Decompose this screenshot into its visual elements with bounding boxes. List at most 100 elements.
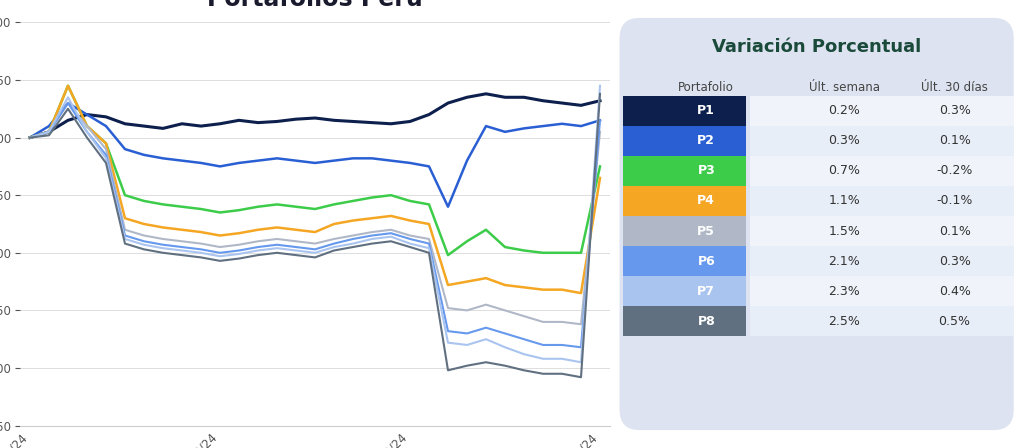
Text: P8: P8 — [697, 315, 715, 328]
P3 — [403, 198, 416, 204]
P8 — [43, 133, 55, 138]
P2 — [43, 123, 55, 129]
P1 — [252, 120, 264, 125]
P6 — [252, 244, 264, 250]
P6 — [24, 135, 36, 140]
P6 — [195, 247, 207, 252]
P2 — [442, 204, 455, 209]
P5 — [176, 239, 188, 244]
P7 — [403, 241, 416, 246]
Text: 1.1%: 1.1% — [828, 194, 860, 207]
P3 — [461, 239, 473, 244]
P5 — [100, 146, 113, 152]
P5 — [366, 229, 378, 235]
P7 — [81, 129, 93, 134]
P8 — [366, 241, 378, 246]
Line: P4: P4 — [30, 86, 600, 293]
P1 — [290, 116, 302, 122]
P4 — [366, 215, 378, 221]
P5 — [594, 129, 606, 134]
P1 — [347, 119, 359, 124]
P6 — [461, 331, 473, 336]
Text: Portafolio: Portafolio — [678, 82, 734, 95]
P6 — [271, 242, 284, 247]
P2 — [290, 158, 302, 164]
P6 — [157, 242, 169, 247]
P4 — [347, 218, 359, 223]
P7 — [442, 340, 455, 345]
P7 — [176, 248, 188, 253]
Text: 0.1%: 0.1% — [939, 224, 971, 237]
P7 — [61, 95, 74, 100]
FancyBboxPatch shape — [750, 186, 1014, 216]
P8 — [290, 252, 302, 258]
P4 — [43, 129, 55, 134]
P6 — [423, 241, 435, 246]
P4 — [309, 229, 322, 235]
P6 — [290, 244, 302, 250]
Text: -0.1%: -0.1% — [936, 194, 973, 207]
P1 — [176, 121, 188, 126]
P1 — [442, 100, 455, 106]
P8 — [499, 363, 511, 368]
Text: P5: P5 — [697, 224, 715, 237]
P1 — [271, 119, 284, 124]
P5 — [347, 233, 359, 238]
P4 — [442, 282, 455, 288]
P5 — [138, 233, 151, 238]
P5 — [119, 227, 131, 233]
P5 — [232, 242, 245, 247]
P1 — [81, 112, 93, 117]
P2 — [423, 164, 435, 169]
P7 — [518, 352, 530, 357]
P7 — [43, 129, 55, 134]
P2 — [594, 118, 606, 123]
P5 — [290, 239, 302, 244]
P5 — [518, 314, 530, 319]
P7 — [309, 250, 322, 255]
P3 — [328, 202, 340, 207]
P2 — [176, 158, 188, 164]
P3 — [232, 207, 245, 213]
Text: 1.5%: 1.5% — [828, 224, 860, 237]
P4 — [176, 227, 188, 233]
P5 — [385, 227, 397, 233]
P4 — [232, 231, 245, 236]
P8 — [309, 255, 322, 260]
P4 — [423, 221, 435, 227]
Line: P6: P6 — [30, 103, 600, 347]
P5 — [499, 308, 511, 313]
P6 — [403, 236, 416, 241]
P7 — [328, 244, 340, 250]
P2 — [537, 123, 549, 129]
P4 — [499, 282, 511, 288]
P8 — [480, 360, 493, 365]
Text: 0.3%: 0.3% — [939, 104, 971, 117]
P5 — [24, 135, 36, 140]
P1 — [499, 95, 511, 100]
P6 — [385, 231, 397, 236]
P4 — [328, 221, 340, 227]
P8 — [176, 252, 188, 258]
P7 — [499, 345, 511, 350]
P4 — [480, 276, 493, 281]
P3 — [157, 202, 169, 207]
P1 — [138, 123, 151, 129]
P8 — [61, 106, 74, 112]
Line: P1: P1 — [30, 94, 600, 138]
P4 — [100, 141, 113, 146]
P3 — [290, 204, 302, 209]
P3 — [594, 164, 606, 169]
P8 — [271, 250, 284, 255]
P3 — [574, 250, 587, 255]
P4 — [556, 287, 568, 293]
FancyBboxPatch shape — [750, 216, 1014, 246]
P8 — [157, 250, 169, 255]
Text: P1: P1 — [697, 104, 715, 117]
P2 — [347, 155, 359, 161]
P6 — [518, 336, 530, 342]
P4 — [385, 213, 397, 219]
P4 — [594, 175, 606, 181]
P1 — [574, 103, 587, 108]
P5 — [309, 241, 322, 246]
